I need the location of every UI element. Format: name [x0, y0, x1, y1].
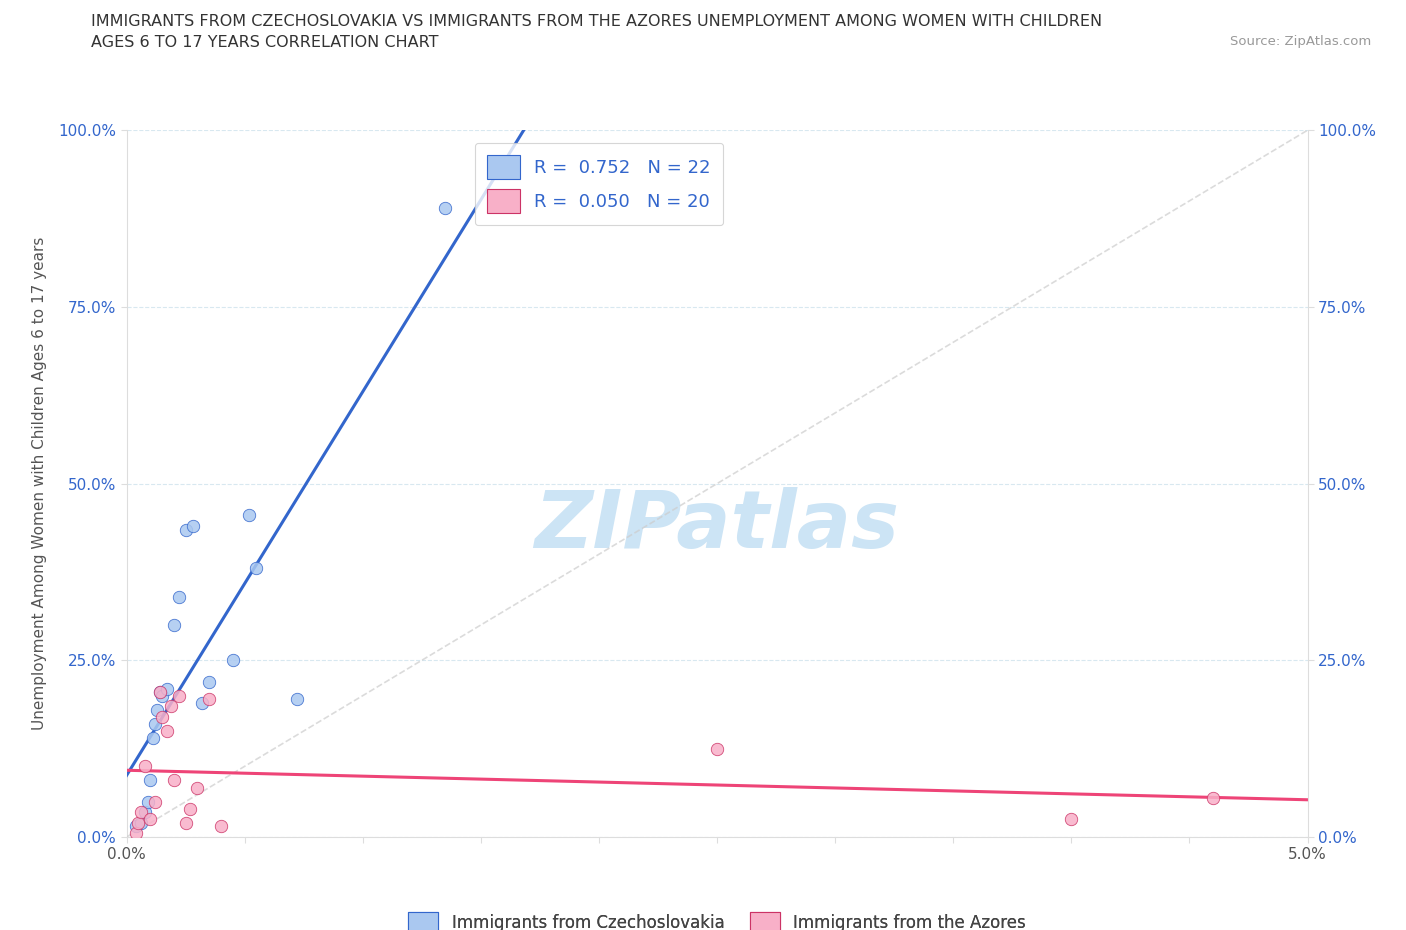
Point [181, 519, 204, 534]
Point [285, 692, 308, 707]
Point [186, 780, 208, 795]
Point [238, 508, 260, 523]
Point [209, 819, 232, 834]
Point [163, 773, 186, 788]
Point [136, 794, 159, 809]
Point [198, 692, 221, 707]
Point [141, 731, 163, 746]
Point [125, 819, 148, 834]
Point [156, 724, 179, 738]
Point [134, 804, 156, 819]
Point [149, 684, 172, 699]
Text: AGES 6 TO 17 YEARS CORRELATION CHART: AGES 6 TO 17 YEARS CORRELATION CHART [91, 35, 439, 50]
Point [198, 674, 221, 689]
Point [191, 696, 214, 711]
Text: IMMIGRANTS FROM CZECHOSLOVAKIA VS IMMIGRANTS FROM THE AZORES UNEMPLOYMENT AMONG : IMMIGRANTS FROM CZECHOSLOVAKIA VS IMMIGR… [91, 14, 1102, 29]
Point [139, 812, 162, 827]
Point [706, 741, 728, 756]
Point [139, 773, 162, 788]
Text: Source: ZipAtlas.com: Source: ZipAtlas.com [1230, 35, 1371, 48]
Point [167, 688, 190, 703]
Point [150, 710, 173, 724]
Point [146, 702, 169, 717]
Point [174, 816, 197, 830]
Point [129, 804, 152, 819]
Point [150, 688, 173, 703]
Point [1060, 812, 1083, 827]
Point [179, 802, 201, 817]
Point [127, 816, 149, 830]
Point [160, 698, 183, 713]
Point [125, 826, 148, 841]
Legend: Immigrants from Czechoslovakia, Immigrants from the Azores: Immigrants from Czechoslovakia, Immigran… [402, 906, 1032, 930]
Point [143, 794, 166, 809]
Point [129, 816, 152, 830]
Y-axis label: Unemployment Among Women with Children Ages 6 to 17 years: Unemployment Among Women with Children A… [32, 237, 46, 730]
Text: ZIPatlas: ZIPatlas [534, 487, 900, 565]
Point [434, 201, 457, 216]
Point [174, 522, 197, 537]
Point [163, 618, 186, 632]
Point [143, 716, 166, 731]
Point [222, 653, 245, 668]
Point [167, 590, 190, 604]
Point [1202, 790, 1225, 805]
Point [134, 759, 156, 774]
Point [245, 561, 267, 576]
Point [156, 681, 179, 696]
Point [149, 684, 172, 699]
